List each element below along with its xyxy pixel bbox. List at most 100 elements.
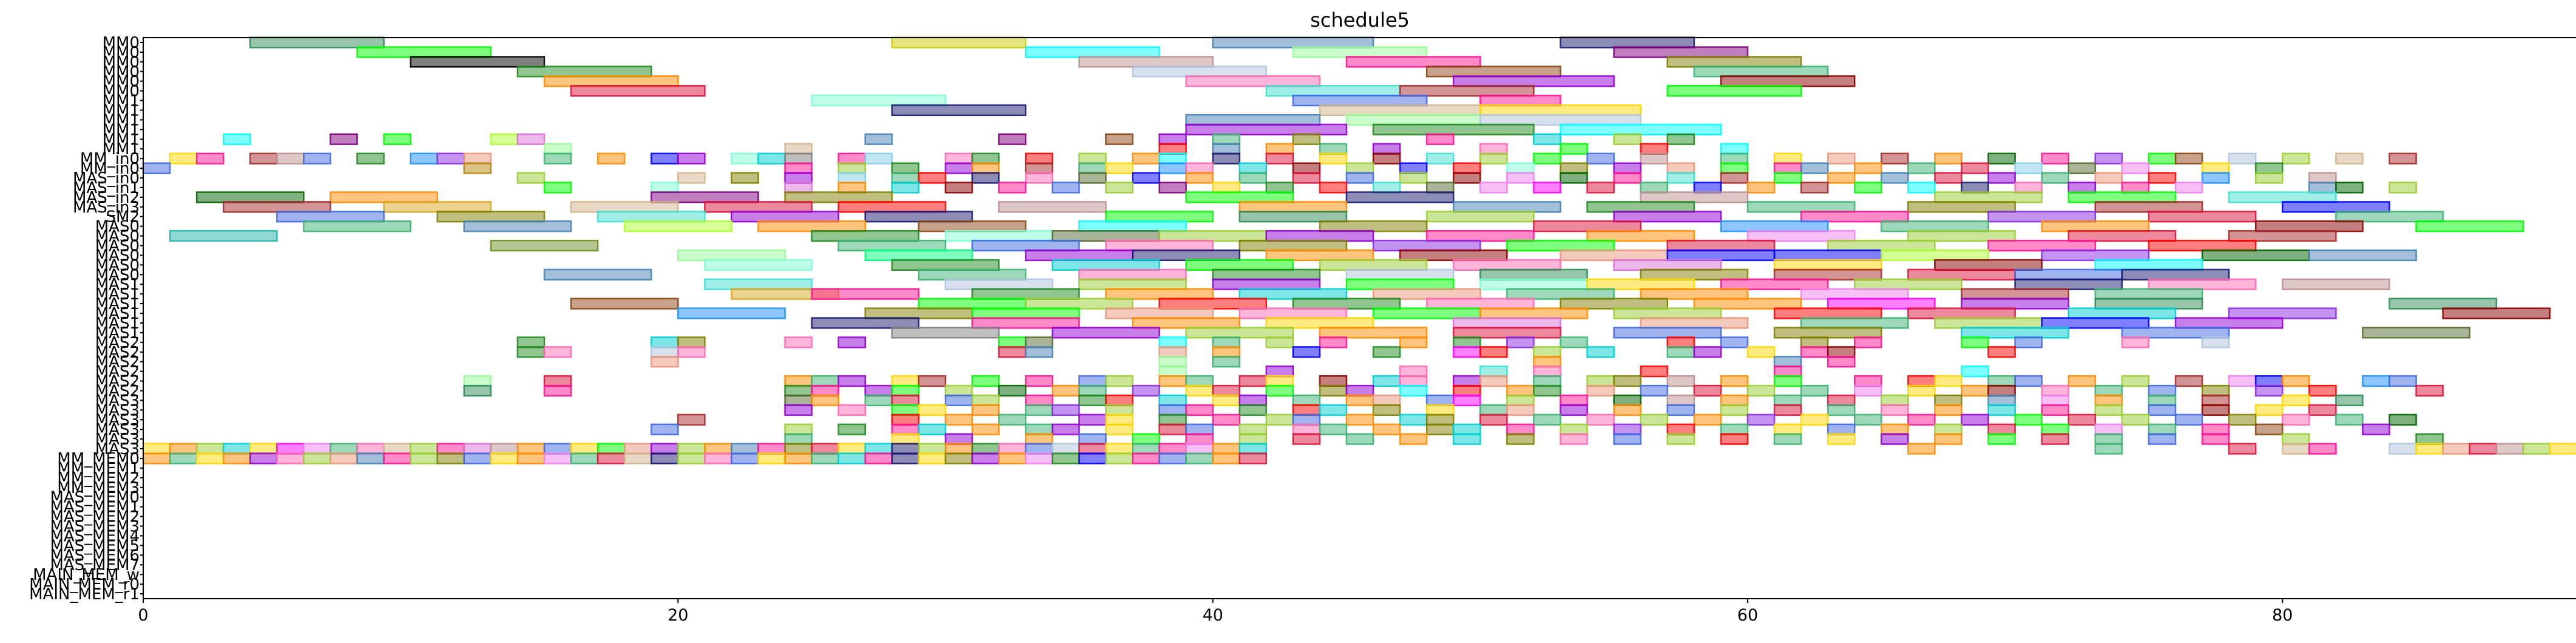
y-tick-label: MM1 (103, 111, 140, 129)
task-bar (1425, 423, 1455, 435)
task-bar (2067, 162, 2097, 174)
task-bar (1105, 182, 1134, 194)
task-bar (2148, 433, 2177, 445)
task-bar (1132, 152, 1160, 165)
task-bar (1987, 172, 2016, 184)
task-bar (704, 201, 813, 213)
y-tick-label: MAS1 (95, 276, 140, 294)
task-bar (944, 182, 973, 194)
task-bar (704, 259, 813, 271)
task-bar (1613, 172, 1641, 184)
task-bar (891, 443, 920, 455)
task-bar (490, 443, 519, 455)
task-bar (1372, 152, 1401, 165)
task-bar (1800, 211, 1909, 223)
task-bar (2014, 162, 2043, 174)
task-bar (2282, 413, 2310, 426)
task-bar (2148, 384, 2177, 397)
task-bar (731, 452, 759, 464)
task-bar (1746, 346, 1776, 358)
task-bar (2094, 384, 2123, 397)
task-bar (1212, 413, 1240, 426)
task-bar (1746, 413, 1776, 426)
task-bar (1132, 433, 1160, 445)
task-bar (1132, 249, 1240, 262)
task-bar (1078, 413, 1107, 426)
task-bar (1961, 413, 1989, 426)
task-bar (677, 443, 706, 455)
task-bar (1479, 413, 1508, 426)
task-bar (2228, 191, 2337, 203)
task-bar (1078, 452, 1107, 464)
y-tick-label: MAS1 (95, 295, 140, 313)
y-tick-label: MAS_in3 (73, 199, 140, 217)
task-bar (2201, 404, 2230, 416)
task-bar (651, 443, 679, 455)
task-bar (2228, 152, 2257, 165)
task-bar (516, 133, 546, 145)
task-bar (811, 443, 839, 455)
task-bar (249, 152, 278, 165)
task-bar (1239, 375, 1268, 387)
task-bar (1720, 404, 1749, 416)
task-bar (1452, 336, 1481, 349)
task-bar (1720, 162, 1749, 174)
task-bar (944, 230, 1053, 242)
y-tick-label: MAS2 (95, 363, 140, 381)
task-bar (811, 288, 920, 300)
task-bar (1452, 384, 1481, 397)
task-bar (543, 375, 572, 387)
task-bar (1506, 423, 1535, 435)
task-bar (2442, 443, 2470, 455)
task-bar (1720, 152, 1749, 165)
task-bar (383, 443, 411, 455)
task-bar (2415, 384, 2444, 397)
task-bar (891, 327, 1000, 339)
task-bar (516, 172, 546, 184)
task-bar (837, 239, 947, 252)
task-bar (1399, 375, 1428, 387)
task-bar (1265, 317, 1374, 329)
task-bar (2041, 404, 2069, 416)
task-bar (1158, 443, 1187, 455)
task-bar (1319, 336, 1348, 349)
task-bar (1720, 75, 1856, 87)
task-bar (918, 172, 947, 184)
task-bar (1319, 375, 1348, 387)
task-bar (1666, 394, 1695, 407)
task-bar (2174, 413, 2203, 426)
task-bar (1640, 191, 1749, 203)
task-bar (1265, 85, 1401, 97)
task-bar (1907, 443, 1936, 455)
task-bar (784, 143, 813, 155)
task-bar (1105, 404, 1134, 416)
task-bar (1613, 46, 1749, 58)
task-bar (1158, 404, 1187, 416)
task-bar (811, 452, 839, 464)
task-bar (944, 394, 973, 407)
task-bar (222, 133, 251, 145)
task-bar (1479, 268, 1588, 281)
task-bar (2254, 172, 2284, 184)
task-bar (1212, 143, 1240, 155)
task-bar (1800, 182, 1829, 194)
task-bar (1720, 375, 1749, 387)
task-bar (837, 423, 867, 435)
task-bar (1399, 384, 1428, 397)
task-bar (1158, 346, 1187, 358)
task-bar (1319, 327, 1428, 339)
y-tick-label: MM0 (103, 34, 140, 52)
task-bar (1666, 404, 1695, 416)
task-bar (2014, 375, 2043, 387)
task-bar (1586, 375, 1615, 387)
task-bar (1372, 143, 1401, 155)
task-bar (1239, 288, 1348, 300)
task-bar (1640, 152, 1669, 165)
task-bar (1399, 172, 1428, 184)
task-bar (677, 413, 706, 426)
task-bar (1666, 249, 1776, 262)
y-tick-label: MM_MEM2 (57, 469, 140, 488)
task-bar (1158, 413, 1187, 426)
task-bar (2094, 433, 2123, 445)
task-bar (2228, 230, 2337, 242)
